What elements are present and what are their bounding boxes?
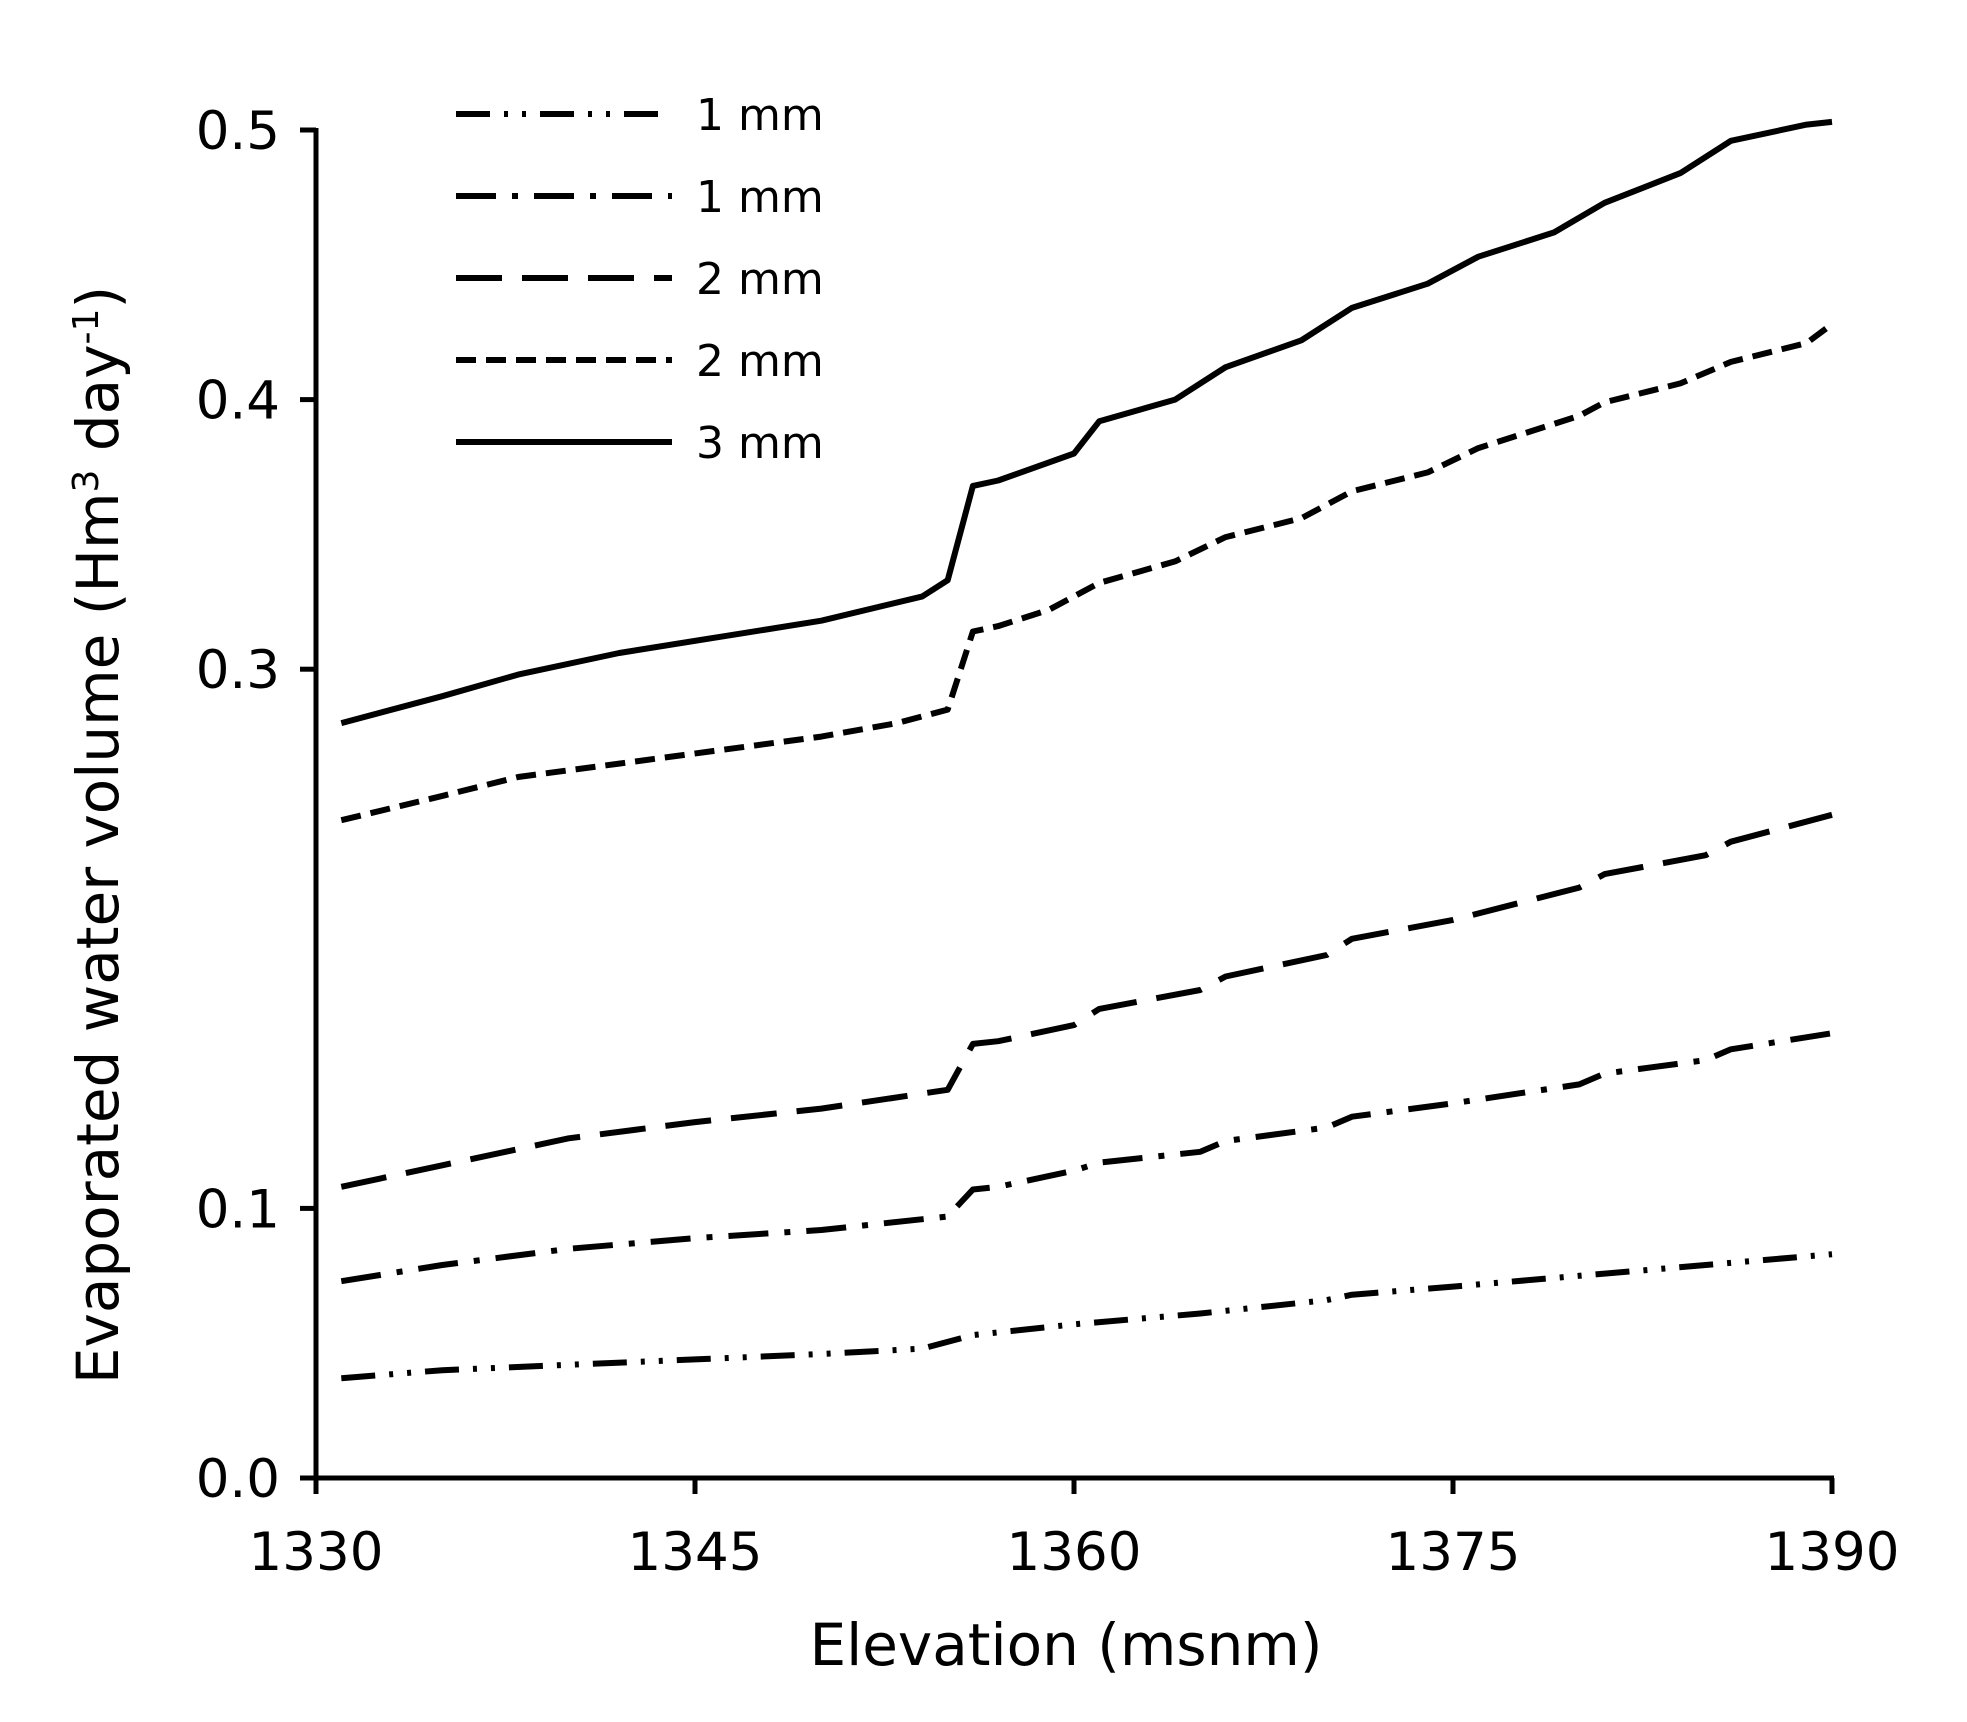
series-layer: [340, 118, 1834, 1382]
y-tick-label: 0.4: [196, 371, 280, 432]
x-tick-label: 1390: [1765, 1522, 1900, 1583]
y-axis-title-main: Evaporated water volume (Hm: [64, 492, 132, 1384]
legend-label: 3 mm: [696, 418, 824, 469]
series-line-4-short-dash: [340, 321, 1834, 824]
legend-label: 1 mm: [696, 90, 824, 141]
y-tick-label: 0.5: [196, 101, 280, 162]
x-axis-title: Elevation (msnm): [809, 1611, 1322, 1679]
legend-label: 2 mm: [696, 254, 824, 305]
legend: 1 mm 1 mm 2 mm 2 mm 3 mm: [456, 90, 824, 469]
x-tick-label: 1360: [1007, 1522, 1142, 1583]
legend-label: 1 mm: [696, 172, 824, 223]
y-tick-label: 0.0: [196, 1449, 280, 1510]
series-line-1-dash-dot-dot: [341, 1251, 1833, 1382]
axes-layer: 1330 1345 1360 1375 1390 0.0 0.1 0.3 0.4 0.5: [196, 101, 1900, 1583]
y-tick-label: 0.3: [196, 640, 280, 701]
y-axis-title: Evaporated water volume (Hm3 day-1): [64, 286, 132, 1384]
x-tick-label: 1330: [249, 1522, 384, 1583]
x-tick-label: 1375: [1386, 1522, 1521, 1583]
legend-label: 2 mm: [696, 336, 824, 387]
y-axis-title-sup-3: 3: [66, 470, 107, 493]
series-line-2-dash-dot: [340, 1030, 1833, 1285]
y-tick-label: 0.1: [196, 1179, 280, 1240]
y-axis-title-mid: day: [64, 344, 132, 469]
series-line-3-long-dash: [340, 811, 1833, 1190]
x-tick-label: 1345: [628, 1522, 763, 1583]
series-line-5-solid: [340, 118, 1833, 726]
y-axis-title-end: ): [64, 286, 132, 309]
y-axis-title-sup-minus1: -1: [66, 309, 107, 345]
